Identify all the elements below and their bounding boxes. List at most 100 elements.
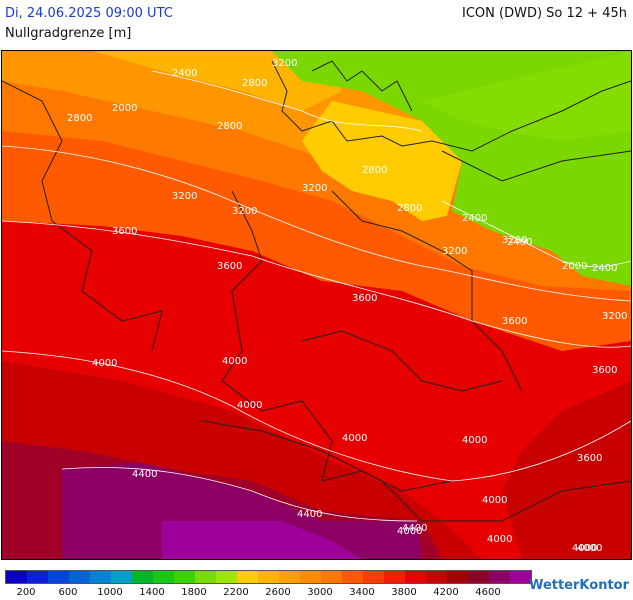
contour-label: 2400 bbox=[172, 68, 197, 79]
legend-swatch bbox=[27, 571, 48, 583]
header: Di, 24.06.2025 09:00 UTC ICON (DWD) So 1… bbox=[0, 0, 633, 50]
legend-tick-label: 2600 bbox=[265, 587, 291, 598]
border-east-germany bbox=[331, 190, 523, 392]
contour-label: 3600 bbox=[112, 226, 137, 237]
legend-swatch bbox=[468, 571, 489, 583]
field-2600 bbox=[92, 51, 342, 111]
contour-label: 2800 bbox=[217, 121, 242, 132]
legend-swatch bbox=[216, 571, 237, 583]
contour-label: 4000 bbox=[577, 543, 602, 554]
legend-swatch bbox=[153, 571, 174, 583]
legend-tick-label: 4600 bbox=[475, 587, 501, 598]
contour-2400 bbox=[441, 200, 631, 268]
contour-label: 2800 bbox=[397, 203, 422, 214]
contour-label: 4000 bbox=[342, 433, 367, 444]
contour-label: 4000 bbox=[482, 495, 507, 506]
legend-swatch bbox=[300, 571, 321, 583]
contour-label: 3200 bbox=[172, 191, 197, 202]
legend-tick-label: 3400 bbox=[349, 587, 375, 598]
contour-label: 4000 bbox=[92, 358, 117, 369]
contour-label: 3600 bbox=[592, 365, 617, 376]
legend-swatch bbox=[48, 571, 69, 583]
freezing-level-map: 2400 2800 3200 2000 2800 2800 3200 2800 3200 3600… bbox=[1, 50, 632, 560]
legend-swatch bbox=[111, 571, 132, 583]
legend-swatch bbox=[321, 571, 342, 583]
legend-swatch bbox=[6, 571, 27, 583]
contour-label: 3200 bbox=[502, 235, 527, 246]
contour-label: 2400 bbox=[507, 237, 532, 248]
contour-label: 4000 bbox=[397, 526, 422, 537]
contour-label: 4000 bbox=[572, 543, 597, 554]
contour-label: 3200 bbox=[232, 206, 257, 217]
legend-swatch bbox=[363, 571, 384, 583]
brand-logo: WetterKontor bbox=[529, 578, 629, 593]
legend-swatch bbox=[384, 571, 405, 583]
legend-tick-label: 1400 bbox=[139, 587, 165, 598]
contour-4400 bbox=[61, 467, 418, 522]
coastline-denmark bbox=[311, 60, 413, 112]
legend-swatch bbox=[258, 571, 279, 583]
legend-swatch bbox=[195, 571, 216, 583]
contour-label: 4000 bbox=[462, 435, 487, 446]
contour-label: 3200 bbox=[602, 311, 627, 322]
contour-label: 4000 bbox=[222, 356, 247, 367]
legend-swatch bbox=[447, 571, 468, 583]
field-2200b bbox=[422, 51, 631, 141]
legend-tick-label: 1800 bbox=[181, 587, 207, 598]
contour-label: 3200 bbox=[272, 58, 297, 69]
legend-swatch bbox=[405, 571, 426, 583]
legend-tick-label: 3000 bbox=[307, 587, 333, 598]
legend-tick-label: 2200 bbox=[223, 587, 249, 598]
legend-swatch bbox=[132, 571, 153, 583]
field-4600 bbox=[162, 521, 362, 559]
field-4000-east bbox=[502, 381, 631, 559]
legend-swatch bbox=[69, 571, 90, 583]
border-czech bbox=[301, 330, 503, 392]
contour-2800 bbox=[151, 70, 423, 132]
legend-swatch bbox=[510, 571, 531, 583]
contour-label: 3600 bbox=[502, 316, 527, 327]
border-poland-north bbox=[441, 150, 631, 182]
contour-label: 2400 bbox=[592, 263, 617, 274]
coastline-north bbox=[271, 60, 631, 152]
legend-swatch bbox=[489, 571, 510, 583]
contour-label: 4400 bbox=[402, 523, 427, 534]
contour-4000 bbox=[2, 350, 631, 482]
legend-swatch bbox=[174, 571, 195, 583]
legend-swatch bbox=[90, 571, 111, 583]
contour-label: 2800 bbox=[67, 113, 92, 124]
color-legend: 200 600 1000 1400 1800 2200 2600 3000 3400 3800 42… bbox=[5, 570, 532, 600]
legend-swatch bbox=[426, 571, 447, 583]
contour-3600 bbox=[2, 220, 631, 348]
parameter-label: Nullgradgrenze [m] bbox=[5, 26, 132, 41]
contour-label: 3200 bbox=[442, 246, 467, 257]
contour-label: 3600 bbox=[352, 293, 377, 304]
map-canvas: 2400 2800 3200 2000 2800 2800 3200 2800 3200 3600… bbox=[2, 51, 631, 559]
coastline-uk bbox=[2, 80, 163, 352]
contour-label: 4000 bbox=[237, 400, 262, 411]
legend-tick-label: 200 bbox=[16, 587, 36, 598]
forecast-datetime: Di, 24.06.2025 09:00 UTC bbox=[5, 6, 173, 21]
legend-tick-label: 600 bbox=[58, 587, 78, 598]
contour-label: 4000 bbox=[487, 534, 512, 545]
legend-swatch bbox=[237, 571, 258, 583]
legend-colorbar bbox=[5, 570, 532, 584]
contour-label: 3200 bbox=[302, 183, 327, 194]
contour-label: 4400 bbox=[297, 509, 322, 520]
legend-tick-label: 1000 bbox=[97, 587, 123, 598]
legend-tick-label: 3800 bbox=[391, 587, 417, 598]
contour-label: 2800 bbox=[242, 78, 267, 89]
contour-3200 bbox=[2, 145, 631, 302]
legend-swatch bbox=[342, 571, 363, 583]
contour-label: 2000 bbox=[112, 103, 137, 114]
model-run-label: ICON (DWD) So 12 + 45h bbox=[462, 6, 627, 21]
border-alps bbox=[201, 420, 631, 522]
field-4400 bbox=[62, 463, 422, 559]
contour-label: 2000 bbox=[562, 261, 587, 272]
contour-label: 3600 bbox=[577, 453, 602, 464]
contour-label: 4400 bbox=[132, 469, 157, 480]
contour-label: 3600 bbox=[217, 261, 242, 272]
legend-tick-label: 4200 bbox=[433, 587, 459, 598]
contour-label: 2400 bbox=[462, 213, 487, 224]
legend-swatch bbox=[279, 571, 300, 583]
